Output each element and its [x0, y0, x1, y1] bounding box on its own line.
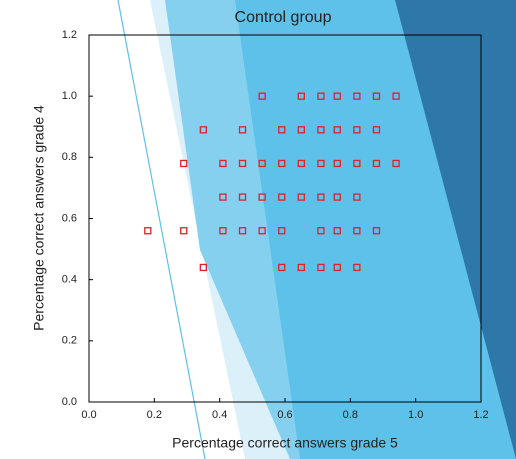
y-tick-label: 1.2 — [62, 29, 77, 41]
x-tick-label: 0.6 — [277, 409, 292, 421]
y-tick-label: 0.0 — [62, 396, 77, 408]
x-tick-label: 1.0 — [408, 409, 423, 421]
y-tick-label: 1.0 — [62, 90, 77, 102]
x-tick-label: 1.2 — [473, 409, 488, 421]
x-tick-label: 0.8 — [343, 409, 358, 421]
y-tick-label: 0.2 — [62, 335, 77, 347]
chart: Control group Percentage correct answers… — [0, 0, 516, 459]
y-tick-label: 0.4 — [62, 274, 77, 286]
x-tick-label: 0.4 — [212, 409, 227, 421]
chart-title: Control group — [235, 9, 332, 26]
x-axis-label: Percentage correct answers grade 5 — [172, 435, 398, 451]
y-tick-label: 0.6 — [62, 212, 77, 224]
x-tick-label: 0.2 — [147, 409, 162, 421]
y-tick-label: 0.8 — [62, 151, 77, 163]
y-axis-label: Percentage correct answers grade 4 — [31, 105, 47, 331]
x-tick-label: 0.0 — [81, 409, 96, 421]
